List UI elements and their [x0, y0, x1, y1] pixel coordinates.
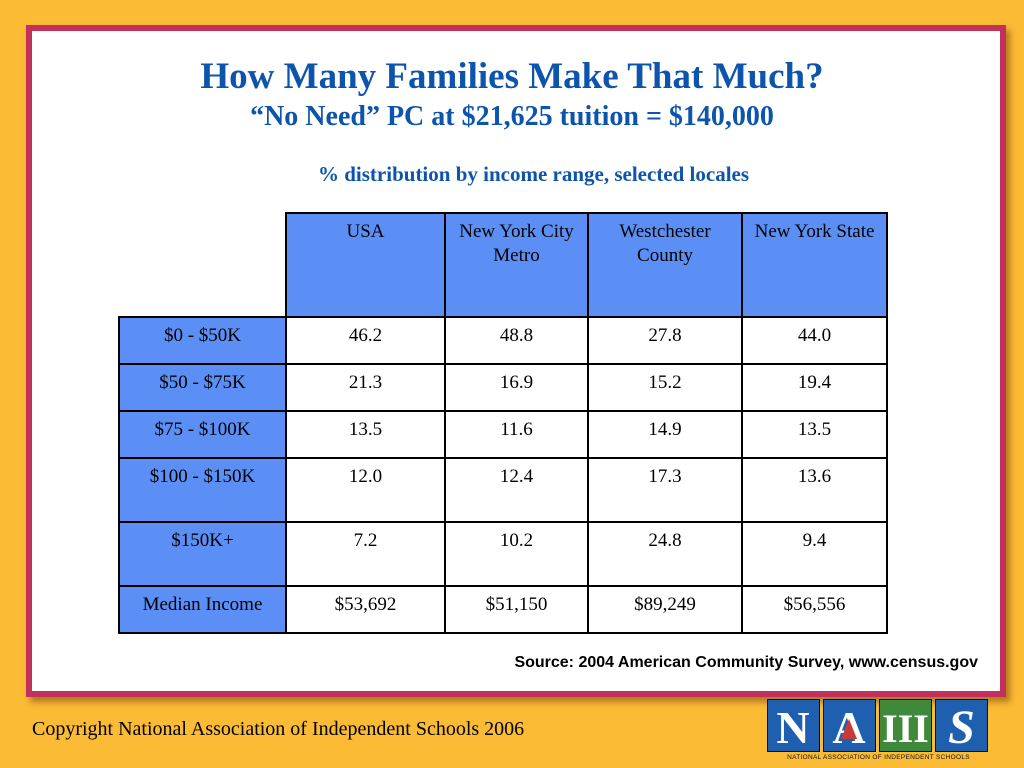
table-row: $0 - $50K 46.2 48.8 27.8 44.0 [118, 316, 888, 365]
table-row: Median Income $53,692 $51,150 $89,249 $5… [118, 585, 888, 634]
table-row: $75 - $100K 13.5 11.6 14.9 13.5 [118, 410, 888, 459]
logo-tile-n [767, 699, 820, 752]
column-header: USA [285, 212, 446, 318]
table-cell: 19.4 [741, 363, 888, 412]
logo-tile-iii [879, 699, 932, 752]
table-cell: 13.6 [741, 457, 888, 523]
table-cell: 27.8 [587, 316, 743, 365]
slide-title: How Many Families Make That Much? [200, 56, 824, 97]
table-cell: 9.4 [741, 521, 888, 587]
logo-caption: NATIONAL ASSOCIATION OF INDEPENDENT SCHO… [787, 754, 970, 761]
table-cell: 24.8 [587, 521, 743, 587]
table-cell: 48.8 [444, 316, 589, 365]
table-cell: 12.4 [444, 457, 589, 523]
table-cell: 21.3 [285, 363, 446, 412]
income-distribution-table: USA New York City Metro Westchester Coun… [118, 212, 888, 634]
table-cell: 11.6 [444, 410, 589, 459]
table-row: $150K+ 7.2 10.2 24.8 9.4 [118, 521, 888, 587]
table-cell: $53,692 [285, 585, 446, 634]
table-cell: 13.5 [741, 410, 888, 459]
nais-logo: N A III S NATIONAL ASSOCIATION OF INDEPE… [767, 699, 990, 763]
copyright-note: Copyright National Association of Indepe… [32, 718, 525, 740]
slide-subtitle: “No Need” PC at $21,625 tuition = $140,0… [250, 101, 774, 132]
table-cell: $89,249 [587, 585, 743, 634]
logo-tile-s [935, 699, 988, 752]
row-header: $75 - $100K [118, 410, 287, 459]
table-row: $50 - $75K 21.3 16.9 15.2 19.4 [118, 363, 888, 412]
table-cell: 46.2 [285, 316, 446, 365]
row-header: $150K+ [118, 521, 287, 587]
logo-letter-n: N [776, 702, 809, 753]
table-cell: 44.0 [741, 316, 888, 365]
table-caption: % distribution by income range, selected… [318, 162, 750, 186]
table-corner [119, 213, 286, 317]
table-cell: $51,150 [444, 585, 589, 634]
nais-logo-mark: N A III S [767, 699, 988, 753]
table-cell: 15.2 [587, 363, 743, 412]
source-note: Source: 2004 American Community Survey, … [514, 654, 978, 671]
logo-triangle [841, 719, 857, 739]
table-cell: 7.2 [285, 521, 446, 587]
table-cell: 13.5 [285, 410, 446, 459]
logo-letter-s: S [948, 701, 975, 753]
logo-letter-iii: III [882, 706, 929, 751]
table-cell: 10.2 [444, 521, 589, 587]
column-header: New York State [741, 212, 888, 318]
table-cell: 16.9 [444, 363, 589, 412]
row-header: $50 - $75K [118, 363, 287, 412]
row-header: $100 - $150K [118, 457, 287, 523]
row-header: $0 - $50K [118, 316, 287, 365]
table-header-row: USA New York City Metro Westchester Coun… [119, 212, 888, 318]
column-header: Westchester County [587, 212, 743, 318]
table-row: $100 - $150K 12.0 12.4 17.3 13.6 [118, 457, 888, 523]
table-cell: 17.3 [587, 457, 743, 523]
row-header: Median Income [118, 585, 287, 634]
table-cell: $56,556 [741, 585, 888, 634]
table-cell: 12.0 [285, 457, 446, 523]
column-header: New York City Metro [444, 212, 589, 318]
table-cell: 14.9 [587, 410, 743, 459]
